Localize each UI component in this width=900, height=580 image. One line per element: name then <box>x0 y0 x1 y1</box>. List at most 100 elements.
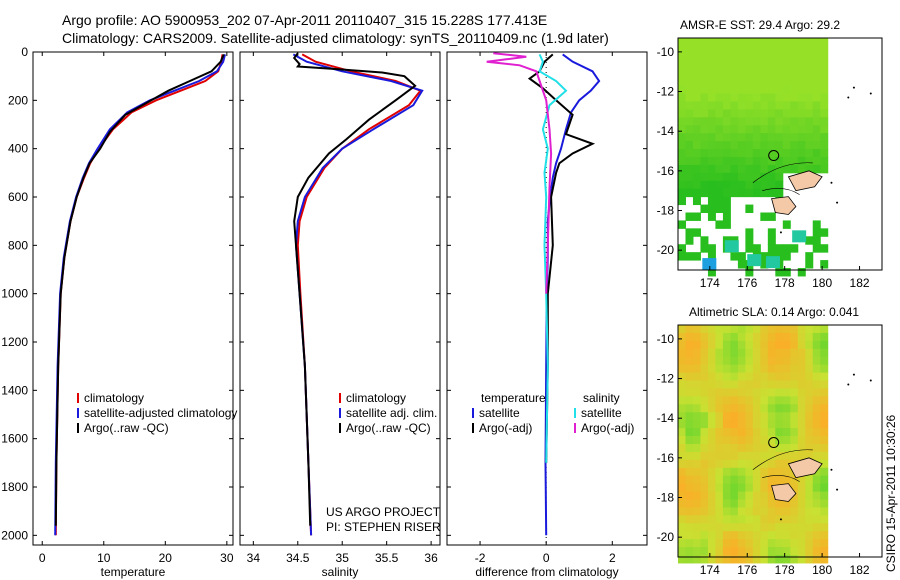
map-xtick-label: 176 <box>737 563 757 577</box>
map-xtick-label: 180 <box>812 276 832 290</box>
sst-map-panel: 174 176 178 180 182 -10 -12 -14 -16 -18 -20 <box>657 37 883 290</box>
series-line <box>292 52 417 526</box>
map-xtick-label: 182 <box>850 276 870 290</box>
argo-profile-marker <box>768 437 780 449</box>
depth-tick-label: 200 <box>8 93 28 107</box>
series-line <box>527 53 596 463</box>
map-xtick-label: 182 <box>850 563 870 577</box>
argo-profile-marker <box>768 150 780 162</box>
map-xtick-label: 174 <box>700 563 720 577</box>
diff-legend-temp-argo: Argo(-adj) <box>479 421 532 435</box>
small-island <box>830 181 833 184</box>
vanua-levu-island <box>787 170 823 192</box>
map-xtick-label: 174 <box>700 276 720 290</box>
map-ytick-label: -16 <box>657 164 675 178</box>
salinity-xtick-label: 34 <box>247 551 261 565</box>
map-ytick-label: -10 <box>657 332 675 346</box>
temp-legend-entry: Argo(..raw -QC) <box>84 421 169 435</box>
small-island <box>847 383 850 386</box>
diff-legend-header-temperature: temperature <box>481 391 546 405</box>
depth-tick-label: 1600 <box>1 432 28 446</box>
small-island <box>836 488 839 491</box>
temperature-xtick-label: 10 <box>97 551 111 565</box>
sst-cool-patch <box>747 254 762 267</box>
small-island <box>852 373 855 376</box>
small-island <box>847 96 850 99</box>
temp-legend-entry: satellite-adjusted climatology <box>84 406 237 420</box>
sla-map-panel: 174 176 178 180 182 -10 -12 -14 -16 -18 -20 <box>657 324 883 577</box>
sst-map-title: AMSR-E SST: 29.4 Argo: 29.2 <box>680 18 841 32</box>
map-field-cells <box>678 38 829 277</box>
small-island <box>852 86 855 89</box>
sal-legend-entry: satellite adj. clim. <box>346 406 437 420</box>
map-ytick-label: -16 <box>657 451 675 465</box>
figure-title-line2: Climatology: CARS2009. Satellite-adjuste… <box>62 30 609 46</box>
sst-cool-patch <box>702 258 717 271</box>
small-island <box>779 518 782 521</box>
reef-outline <box>762 475 800 482</box>
temperature-xtick-label: 20 <box>159 551 173 565</box>
salinity-xtick-label: 34.5 <box>286 551 310 565</box>
depth-tick-label: 400 <box>8 142 28 156</box>
small-island <box>869 92 872 95</box>
diff-legend-header-salinity: salinity <box>583 391 620 405</box>
map-ytick-label: -10 <box>657 45 675 59</box>
reef-outline <box>752 449 813 470</box>
temperature-axes-frame <box>32 51 234 546</box>
depth-tick-label: 1400 <box>1 383 28 397</box>
series-line <box>486 52 553 294</box>
reef-outline <box>752 162 813 183</box>
map-ytick-label: -20 <box>657 530 675 544</box>
diff-legend-temp-satellite: satellite <box>479 406 520 420</box>
map-ytick-label: -20 <box>657 243 675 257</box>
depth-tick-label: 2000 <box>1 528 28 542</box>
map-ytick-label: -14 <box>657 124 675 138</box>
map-ytick-label: -18 <box>657 204 675 218</box>
map-ytick-label: -12 <box>657 85 675 99</box>
map-ytick-label: -12 <box>657 372 675 386</box>
difference-xtick-label: 0 <box>543 551 550 565</box>
credit-project: US ARGO PROJECT <box>326 505 441 519</box>
figure-title-line1: Argo profile: AO 5900953_202 07-Apr-2011… <box>62 12 548 28</box>
small-island <box>830 468 833 471</box>
depth-tick-label: 1000 <box>1 287 28 301</box>
temp-legend-entry: climatology <box>84 391 144 405</box>
credit-pi: PI: STEPHEN RISER <box>326 520 441 534</box>
map-ytick-label: -18 <box>657 491 675 505</box>
viti-levu-island <box>771 196 797 215</box>
salinity-xtick-label: 35 <box>336 551 350 565</box>
sst-cool-patch <box>724 240 739 253</box>
difference-xtick-label: 2 <box>609 551 616 565</box>
depth-tick-label: 600 <box>8 190 28 204</box>
vanua-levu-island <box>787 457 823 479</box>
map-xtick-label: 180 <box>812 563 832 577</box>
sst-cool-patch <box>765 256 780 269</box>
series-line <box>54 54 225 526</box>
map-ytick-label: -14 <box>657 411 675 425</box>
sal-legend-entry: Argo(..raw -QC) <box>346 421 431 435</box>
map-xtick-label: 178 <box>775 563 795 577</box>
temperature-panel: 0 10 20 30 0 200 400 600 800 1000 1200 1400 1600 1800… <box>1 45 234 579</box>
map-frame <box>677 324 883 558</box>
difference-xlabel: difference from climatology <box>475 565 618 579</box>
diff-legend-sal-satellite: satellite <box>581 406 622 420</box>
salinity-xtick-label: 36 <box>424 551 438 565</box>
salinity-xlabel: salinity <box>322 565 359 579</box>
small-island <box>836 201 839 204</box>
depth-tick-label: 800 <box>8 238 28 252</box>
viti-levu-island <box>771 483 797 502</box>
depth-tick-label: 1800 <box>1 480 28 494</box>
map-field-cells <box>678 325 829 564</box>
salinity-axes-frame <box>239 51 441 546</box>
sst-cool-patch <box>792 230 807 243</box>
salinity-xtick-label: 35.5 <box>375 551 399 565</box>
map-xtick-label: 176 <box>737 276 757 290</box>
difference-xtick-label: -2 <box>475 551 486 565</box>
small-island <box>779 231 782 234</box>
small-island <box>869 379 872 382</box>
temperature-xlabel: temperature <box>101 565 166 579</box>
diff-legend-sal-argo: Argo(-adj) <box>581 421 634 435</box>
map-xtick-label: 178 <box>775 276 795 290</box>
